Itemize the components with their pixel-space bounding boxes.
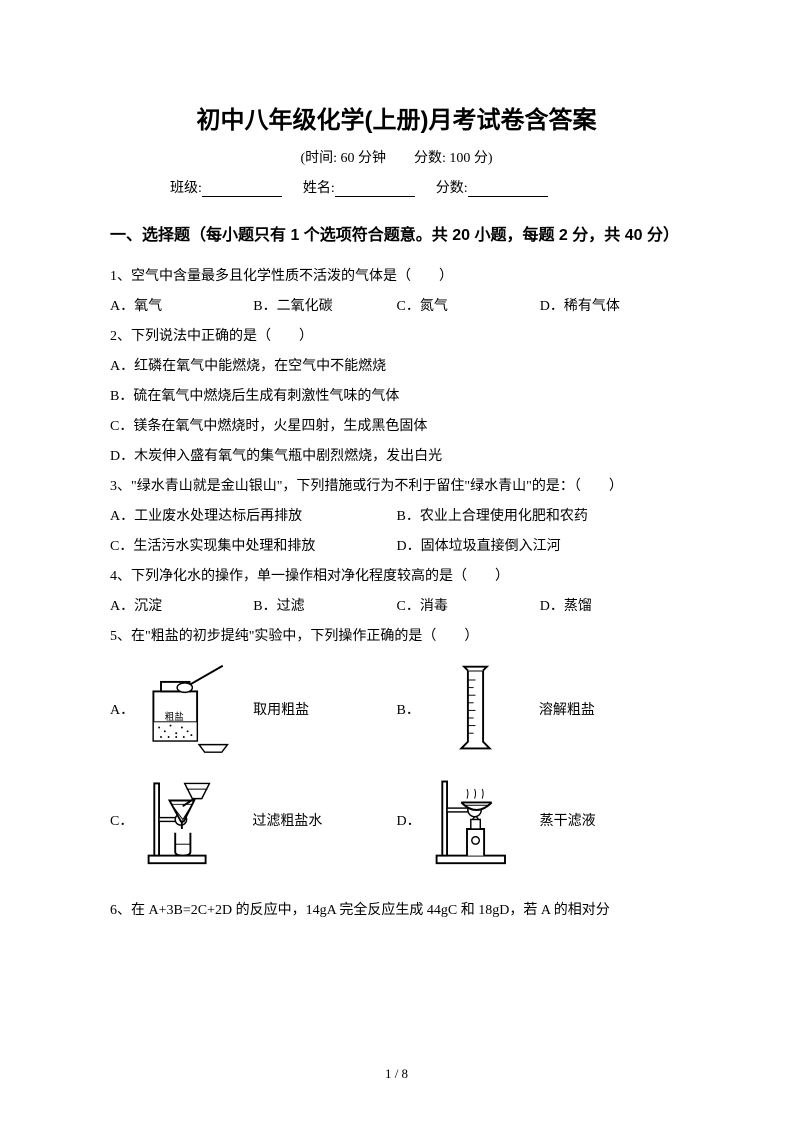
filtration-setup-icon	[141, 772, 236, 867]
q3-options-1: A．工业废水处理达标后再排放 B．农业上合理使用化肥和农药	[110, 503, 683, 531]
q2-stem: 2、下列说法中正确的是（ ）	[110, 323, 683, 351]
q4-opt-a: A．沉淀	[110, 593, 253, 621]
class-label: 班级:	[170, 181, 202, 196]
q1-opt-c: C．氮气	[397, 293, 540, 321]
class-blank[interactable]	[202, 181, 282, 197]
q1-options: A．氧气 B．二氧化碳 C．氮气 D．稀有气体	[110, 293, 683, 321]
q5-image-options: A． 粗盐 取用粗盐 B．	[110, 661, 683, 883]
student-info-line: 班级: 姓名: 分数:	[110, 177, 683, 197]
graduated-cylinder-icon	[428, 661, 523, 756]
q5-b-caption: 溶解粗盐	[539, 699, 595, 719]
q3-opt-b: B．农业上合理使用化肥和农药	[397, 503, 684, 531]
q1-opt-b: B．二氧化碳	[253, 293, 396, 321]
exam-title: 初中八年级化学(上册)月考试卷含答案	[110, 100, 683, 135]
q5-c-caption: 过滤粗盐水	[252, 810, 322, 830]
q5-opt-b: B． 溶解粗盐	[397, 661, 684, 756]
page-number: 1 / 8	[0, 1066, 793, 1082]
q5-opt-a: A． 粗盐 取用粗盐	[110, 661, 397, 756]
q5-a-label: A．	[110, 699, 134, 719]
score-label: 分数:	[436, 181, 468, 196]
jar-scoop-icon: 粗盐	[142, 661, 237, 756]
q1-stem: 1、空气中含量最多且化学性质不活泼的气体是（ ）	[110, 263, 683, 291]
q5-c-label: C．	[110, 810, 133, 830]
q3-opt-a: A．工业废水处理达标后再排放	[110, 503, 397, 531]
q5-a-caption: 取用粗盐	[253, 699, 309, 719]
q2-opt-c: C．镁条在氧气中燃烧时，火星四射，生成黑色固体	[110, 413, 683, 441]
q4-opt-b: B．过滤	[253, 593, 396, 621]
q3-opt-d: D．固体垃圾直接倒入江河	[397, 533, 684, 561]
q4-opt-d: D．蒸馏	[540, 593, 683, 621]
q3-opt-c: C．生活污水实现集中处理和排放	[110, 533, 397, 561]
q5-opt-d: D． 蒸干滤液	[397, 772, 684, 867]
q6-stem: 6、在 A+3B=2C+2D 的反应中，14gA 完全反应生成 44gC 和 1…	[110, 897, 683, 925]
q4-options: A．沉淀 B．过滤 C．消毒 D．蒸馏	[110, 593, 683, 621]
name-blank[interactable]	[335, 181, 415, 197]
q5-stem: 5、在"粗盐的初步提纯"实验中，下列操作正确的是（ ）	[110, 623, 683, 651]
q4-opt-c: C．消毒	[397, 593, 540, 621]
section1-title: 一、选择题（每小题只有 1 个选项符合题意。共 20 小题，每题 2 分，共 4…	[110, 217, 683, 255]
q5-d-caption: 蒸干滤液	[540, 810, 596, 830]
q3-options-2: C．生活污水实现集中处理和排放 D．固体垃圾直接倒入江河	[110, 533, 683, 561]
q2-opt-b: B．硫在氧气中燃烧后生成有刺激性气味的气体	[110, 383, 683, 411]
q5-d-label: D．	[397, 810, 421, 830]
q2-opt-a: A．红磷在氧气中能燃烧，在空气中不能燃烧	[110, 353, 683, 381]
evaporation-setup-icon	[429, 772, 524, 867]
q1-opt-a: A．氧气	[110, 293, 253, 321]
exam-meta: (时间: 60 分钟 分数: 100 分)	[110, 147, 683, 167]
q5-b-label: B．	[397, 699, 420, 719]
q3-stem: 3、"绿水青山就是金山银山"，下列措施或行为不利于留住"绿水青山"的是：（ ）	[110, 473, 683, 501]
score-blank[interactable]	[468, 181, 548, 197]
name-label: 姓名:	[303, 181, 335, 196]
q1-opt-d: D．稀有气体	[540, 293, 683, 321]
q5-opt-c: C． 过滤粗盐水	[110, 772, 397, 867]
svg-text:粗盐: 粗盐	[165, 711, 185, 723]
q4-stem: 4、下列净化水的操作，单一操作相对净化程度较高的是（ ）	[110, 563, 683, 591]
q2-opt-d: D．木炭伸入盛有氧气的集气瓶中剧烈燃烧，发出白光	[110, 443, 683, 471]
